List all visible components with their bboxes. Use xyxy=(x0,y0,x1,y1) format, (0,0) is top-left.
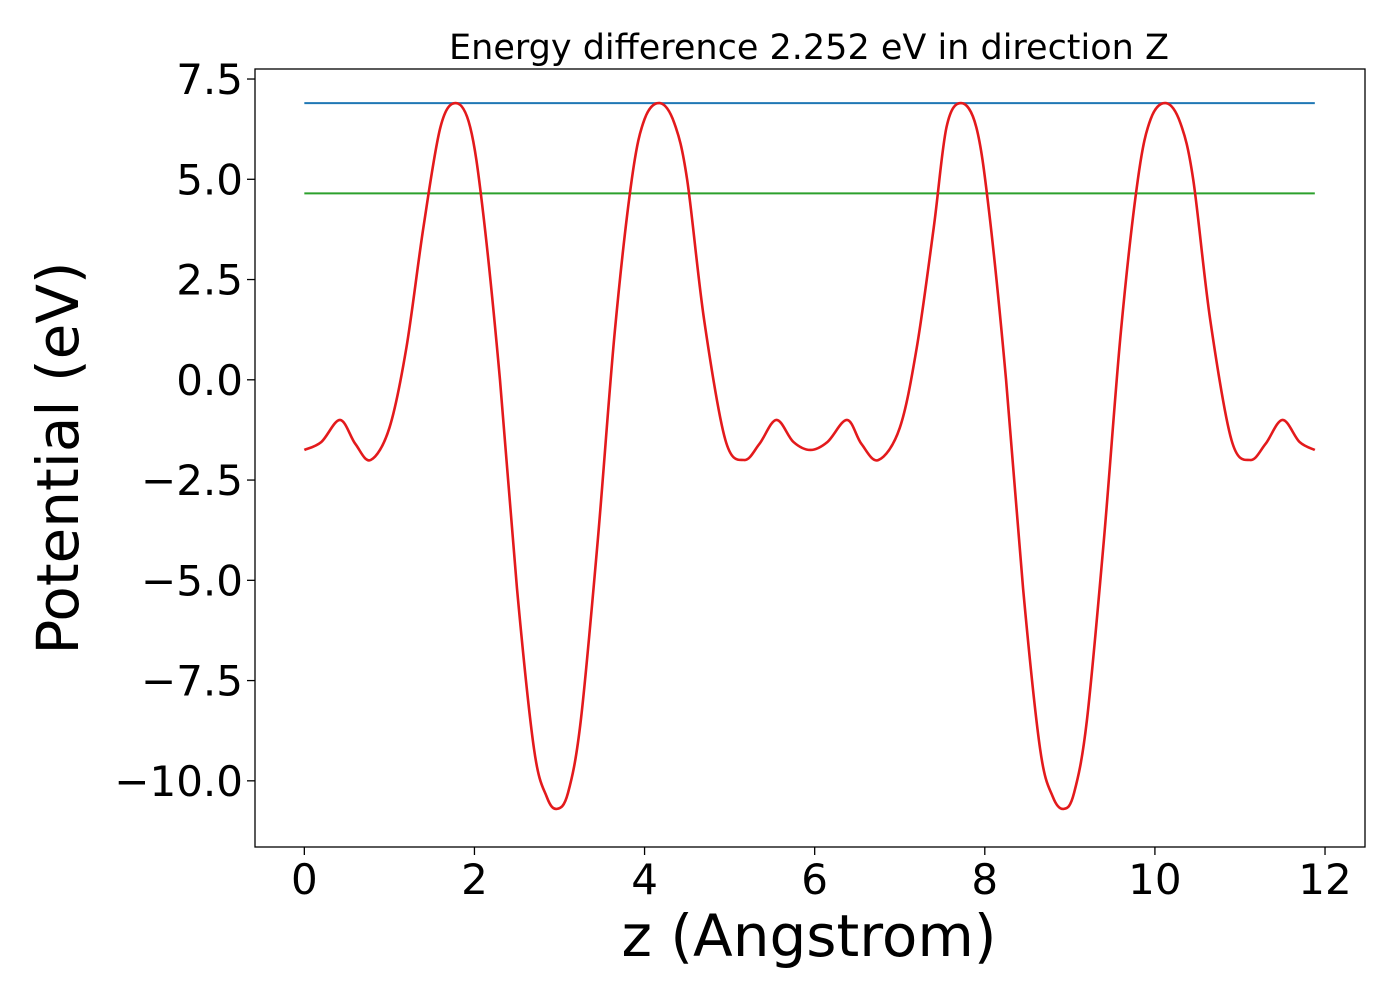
x-tick-label: 8 xyxy=(971,855,998,904)
y-tick-label: 5.0 xyxy=(176,155,243,204)
x-tick-label: 2 xyxy=(461,855,488,904)
y-tick-label: 7.5 xyxy=(176,55,243,104)
y-axis-label: Potential (eV) xyxy=(24,261,92,654)
y-tick-label: −7.5 xyxy=(141,657,243,706)
y-axis-ticks: 7.5 5.0 2.5 0.0 −2.5 −5.0 −7.5 −10.0 xyxy=(114,55,255,806)
x-tick-label: 12 xyxy=(1298,855,1351,904)
x-tick-label: 4 xyxy=(631,855,658,904)
x-tick-label: 0 xyxy=(291,855,318,904)
series-line-2 xyxy=(303,101,1316,811)
plot-frame xyxy=(254,68,1366,848)
x-axis-ticks: 0 2 4 6 8 10 12 xyxy=(291,847,1352,904)
y-tick-label: 2.5 xyxy=(176,256,243,305)
x-tick-label: 6 xyxy=(801,855,828,904)
y-tick-label: −2.5 xyxy=(141,456,243,505)
series-layer xyxy=(303,101,1316,811)
x-tick-label: 10 xyxy=(1128,855,1181,904)
chart-title: Energy difference 2.252 eV in direction … xyxy=(449,28,1169,68)
y-tick-label: 0.0 xyxy=(176,356,243,405)
y-tick-label: −5.0 xyxy=(141,556,243,605)
y-tick-label: −10.0 xyxy=(114,757,243,806)
x-axis-label: z (Angstrom) xyxy=(622,902,997,970)
